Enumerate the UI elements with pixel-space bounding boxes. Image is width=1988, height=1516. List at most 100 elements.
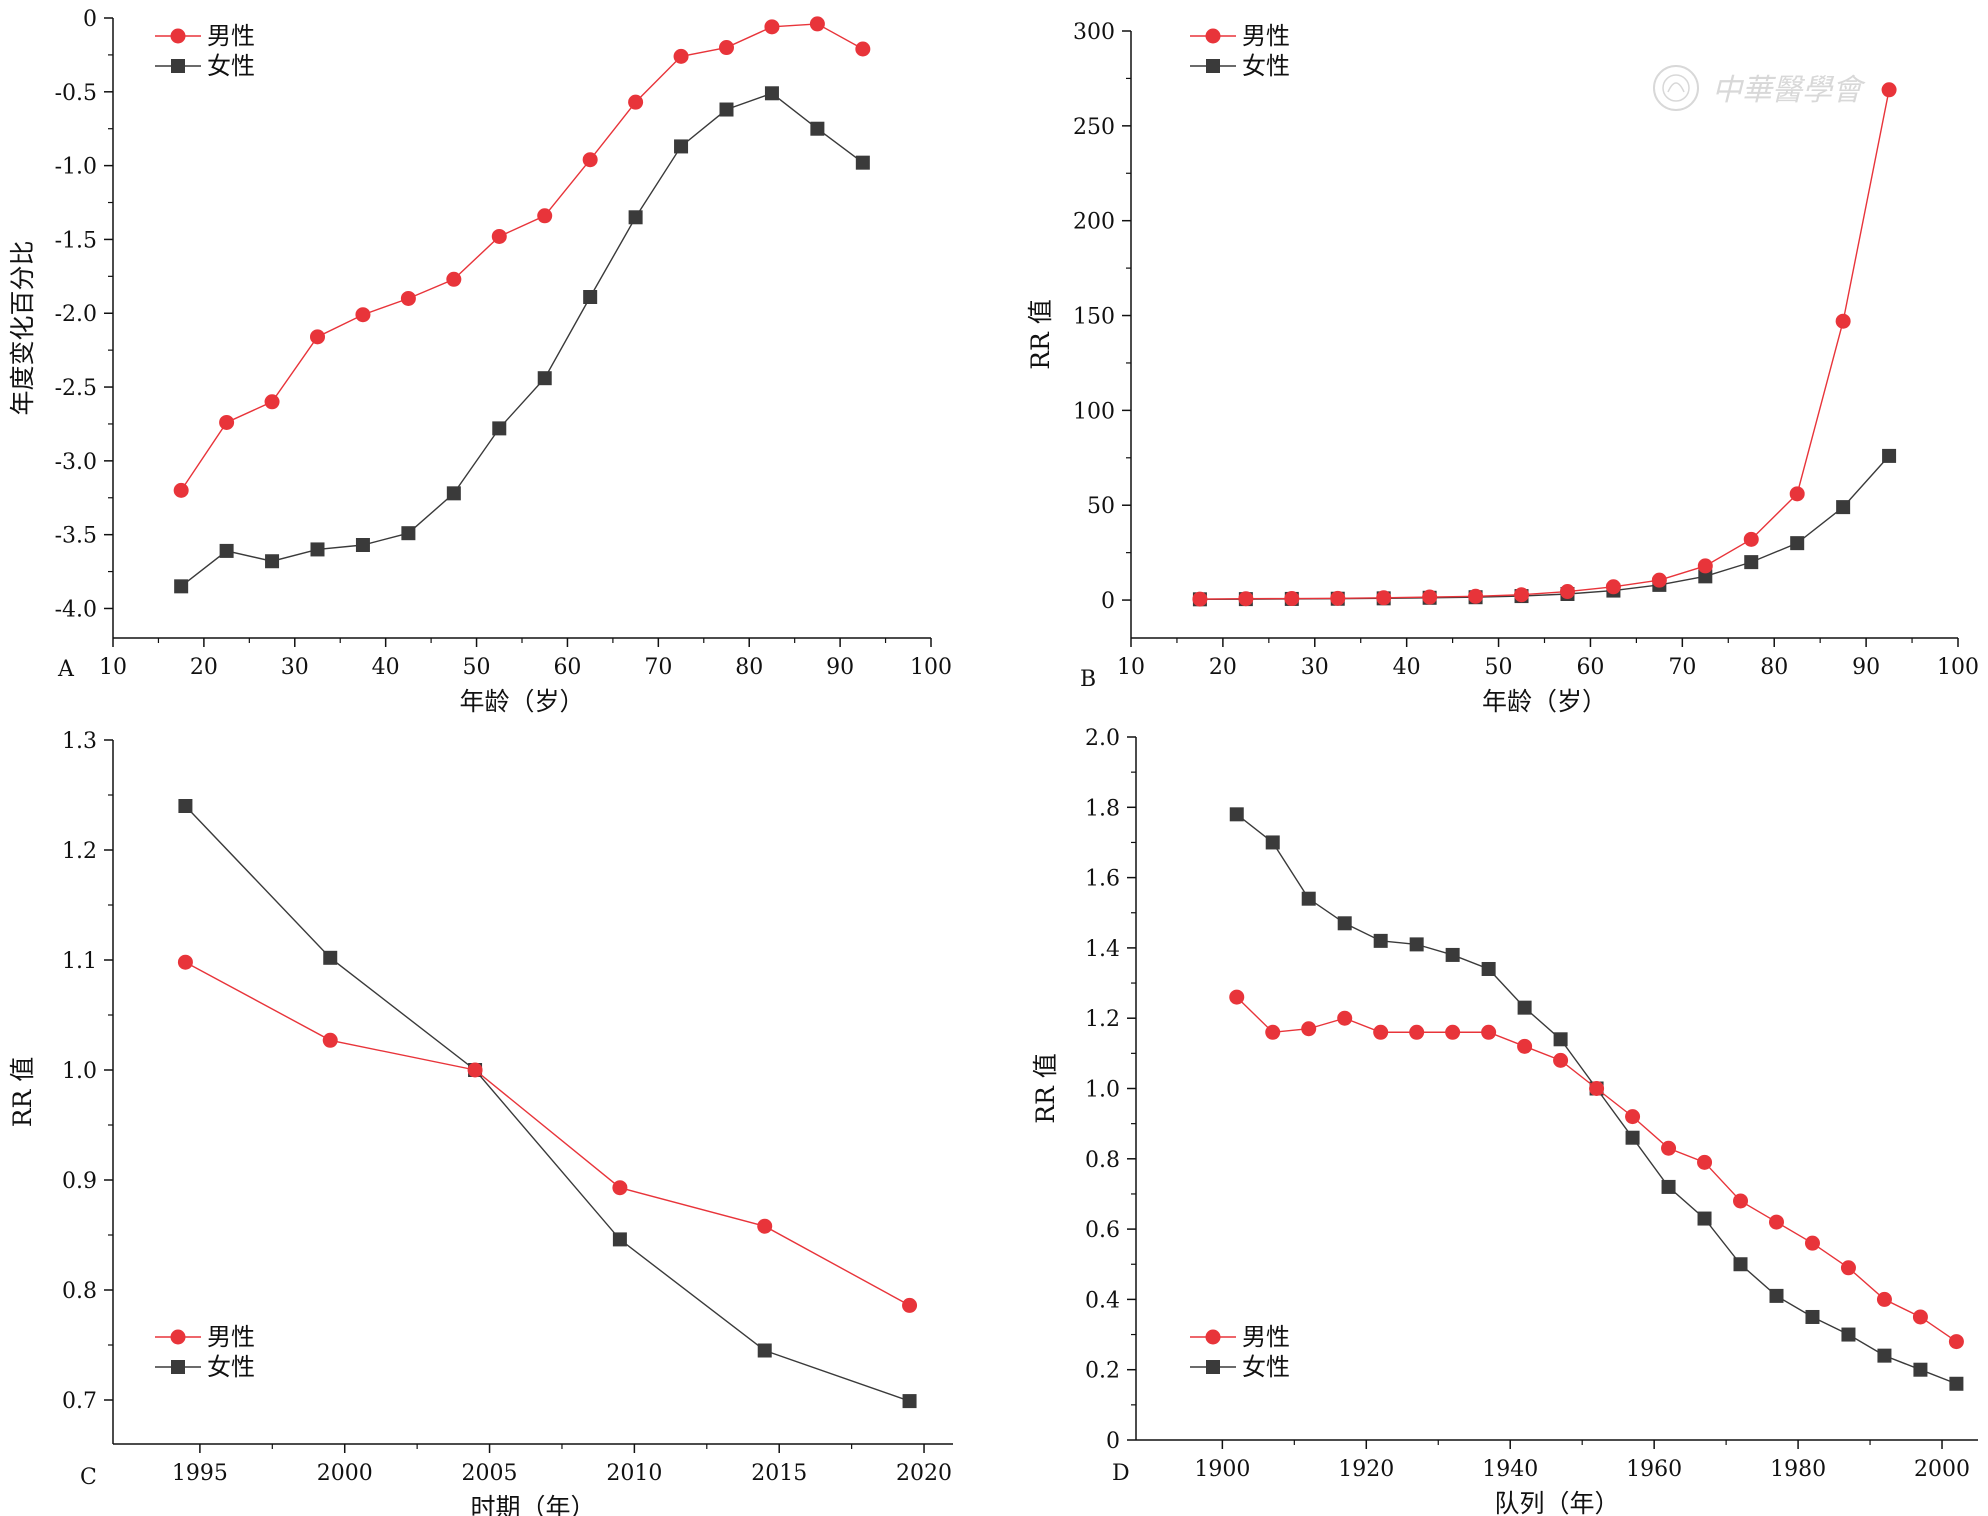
data-point-male bbox=[1559, 584, 1575, 600]
data-point-female bbox=[1882, 448, 1897, 463]
data-point-female bbox=[1625, 1130, 1640, 1145]
data-point-male bbox=[446, 271, 462, 287]
legend-marker-female bbox=[171, 1360, 185, 1374]
y-tick-label: 0.4 bbox=[1085, 1288, 1120, 1313]
data-point-female bbox=[1553, 1032, 1568, 1047]
y-axis-title: RR 值 bbox=[1026, 299, 1055, 370]
data-point-male bbox=[855, 41, 871, 57]
y-tick-label: 1.2 bbox=[62, 839, 97, 864]
x-tick-label: 2015 bbox=[751, 1461, 807, 1486]
data-point-male bbox=[310, 329, 325, 345]
x-tick-label: 50 bbox=[463, 655, 491, 680]
x-axis-title: 年龄（岁） bbox=[459, 687, 584, 716]
y-tick-label: 200 bbox=[1073, 210, 1115, 235]
data-point-male bbox=[1265, 1024, 1281, 1040]
y-tick-label: 0 bbox=[1101, 589, 1115, 614]
y-tick-label: 0 bbox=[83, 7, 97, 32]
data-point-male bbox=[1301, 1021, 1317, 1037]
data-point-male bbox=[467, 1062, 483, 1078]
x-axis-title: 年龄（岁） bbox=[1482, 687, 1607, 716]
data-point-male bbox=[1445, 1024, 1461, 1040]
data-point-male bbox=[1733, 1193, 1749, 1209]
x-tick-label: 90 bbox=[1852, 655, 1880, 680]
data-point-male bbox=[1481, 1024, 1497, 1040]
legend-label-male: 男性 bbox=[207, 22, 255, 50]
data-point-male bbox=[491, 228, 507, 244]
data-point-female bbox=[757, 1343, 772, 1358]
data-point-male bbox=[1697, 558, 1713, 574]
data-point-male bbox=[400, 290, 416, 306]
x-tick-label: 70 bbox=[644, 655, 672, 680]
y-tick-label: -2.0 bbox=[55, 302, 97, 327]
panel-b: 10 20 30 40 50 60 70 80 90 100 0 50 100 150 200 250 300 年… bbox=[1026, 20, 1979, 716]
x-axis-title: 队列（年） bbox=[1494, 1489, 1619, 1516]
data-point-female bbox=[1733, 1257, 1748, 1272]
y-tick-label: 0.9 bbox=[62, 1169, 97, 1194]
seal-emblem bbox=[1667, 82, 1685, 93]
legend-label-female: 女性 bbox=[1242, 52, 1290, 80]
legend-label-male: 男性 bbox=[1242, 1323, 1290, 1351]
x-tick-label: 1900 bbox=[1194, 1457, 1250, 1482]
y-tick-label: 2.0 bbox=[1085, 726, 1120, 751]
data-point-male bbox=[264, 394, 280, 410]
series-female bbox=[1192, 448, 1897, 607]
data-point-female bbox=[674, 139, 689, 154]
data-point-female bbox=[355, 538, 370, 552]
data-point-female bbox=[764, 86, 779, 101]
series-line-female bbox=[180, 92, 864, 587]
data-point-male bbox=[1912, 1309, 1928, 1325]
series-line-female bbox=[184, 805, 910, 1402]
data-point-male bbox=[177, 954, 193, 970]
panel-label: C bbox=[80, 1465, 97, 1490]
data-point-male bbox=[673, 48, 689, 64]
data-point-male bbox=[1468, 588, 1484, 604]
series-line-male bbox=[1199, 89, 1890, 600]
data-point-male bbox=[1422, 589, 1438, 605]
x-tick-label: 40 bbox=[1393, 655, 1421, 680]
data-point-female bbox=[310, 542, 325, 557]
x-tick-label: 80 bbox=[1760, 655, 1788, 680]
y-tick-label: 250 bbox=[1073, 115, 1115, 140]
y-tick-label: 1.2 bbox=[1085, 1007, 1120, 1032]
data-point-male bbox=[1835, 313, 1851, 329]
y-tick-label: 0.6 bbox=[1085, 1218, 1120, 1243]
data-point-male bbox=[1789, 486, 1805, 502]
data-point-female bbox=[855, 155, 870, 170]
x-tick-label: 2000 bbox=[1914, 1457, 1970, 1482]
data-point-male bbox=[322, 1032, 338, 1048]
data-point-male bbox=[1229, 989, 1245, 1005]
y-axis-title: RR 值 bbox=[1031, 1053, 1060, 1124]
legend-marker-female bbox=[1206, 59, 1220, 73]
data-point-female bbox=[583, 290, 598, 304]
y-tick-label: 300 bbox=[1073, 20, 1115, 45]
y-tick-label: -0.5 bbox=[55, 81, 97, 106]
data-point-female bbox=[1841, 1327, 1856, 1342]
data-point-female bbox=[1836, 500, 1851, 515]
watermark-text: 中華醫學會 bbox=[1712, 73, 1866, 108]
data-point-male bbox=[173, 482, 189, 498]
y-tick-label: -3.0 bbox=[55, 450, 97, 475]
data-point-male bbox=[1337, 1010, 1353, 1026]
x-tick-label: 60 bbox=[553, 655, 581, 680]
legend-label-female: 女性 bbox=[207, 1353, 255, 1381]
data-point-female bbox=[174, 579, 189, 594]
x-tick-label: 1940 bbox=[1482, 1457, 1538, 1482]
legend-marker-female bbox=[1206, 1360, 1220, 1374]
x-tick-label: 2010 bbox=[606, 1461, 662, 1486]
legend-marker-male bbox=[1205, 28, 1221, 44]
data-point-male bbox=[1625, 1109, 1641, 1125]
data-point-male bbox=[537, 208, 553, 224]
data-point-female bbox=[628, 210, 643, 225]
y-tick-label: -2.5 bbox=[55, 376, 97, 401]
data-point-female bbox=[1373, 933, 1388, 948]
x-tick-label: 100 bbox=[910, 655, 952, 680]
y-tick-label: 1.3 bbox=[62, 729, 97, 754]
data-point-female bbox=[401, 526, 416, 541]
legend-marker-male bbox=[170, 28, 186, 44]
x-tick-label: 1995 bbox=[172, 1461, 228, 1486]
data-point-male bbox=[757, 1218, 773, 1234]
series-line-male bbox=[1236, 996, 1957, 1343]
y-tick-label: 1.8 bbox=[1085, 796, 1120, 821]
data-point-male bbox=[1192, 591, 1208, 607]
data-point-female bbox=[1949, 1376, 1964, 1391]
